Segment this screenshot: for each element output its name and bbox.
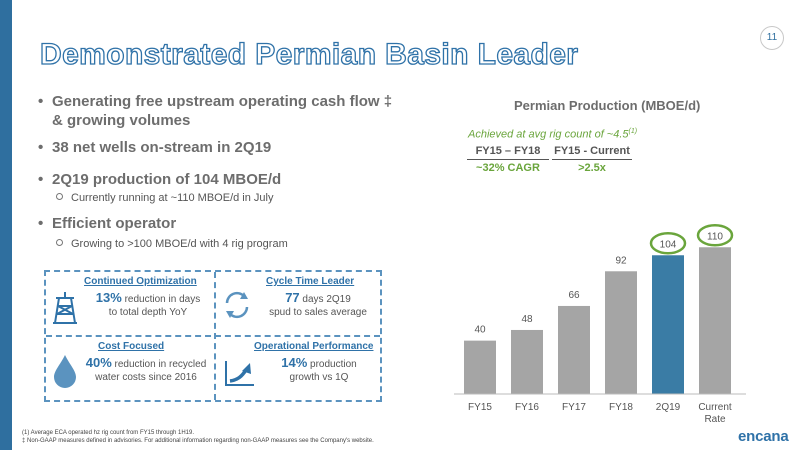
value-label-circle (649, 232, 687, 255)
divider (46, 335, 380, 337)
bullet-text: Generating free upstream operating cash … (52, 93, 393, 110)
bullet-item: • Generating free upstream operating cas… (38, 93, 393, 129)
cycle-arrows-icon (225, 291, 249, 319)
category-label: 2Q19 (656, 402, 681, 413)
highlight-body: 77 days 2Q19 spud to sales average (269, 290, 367, 318)
bullet-text-continued: & growing volumes (52, 112, 191, 129)
bullet-item: • 38 net wells on-stream in 2Q19 (38, 139, 272, 156)
water-drop-icon (54, 355, 76, 388)
bar-fy17 (558, 305, 590, 394)
bar-current-rate (699, 247, 731, 394)
bullet-text: 38 net wells on-stream in 2Q19 (52, 139, 272, 156)
bar-2q19 (652, 255, 684, 394)
highlight-cost: Cost Focused 40% reduction in recycled w… (46, 337, 212, 400)
footnote: (1) Average ECA operated hz rig count fr… (22, 430, 194, 436)
bar-fy16 (511, 329, 543, 394)
encana-logo: encana (738, 428, 789, 445)
bar-fy15 (464, 340, 496, 394)
page-number: 11 (760, 26, 784, 50)
value-label: 40 (474, 325, 486, 336)
sub-bullet: Currently running at ~110 MBOE/d in July (56, 192, 273, 204)
value-label: 66 (568, 290, 580, 301)
highlight-heading: Cycle Time Leader (266, 276, 355, 287)
growth-arrow-icon (225, 361, 254, 386)
value-label: 92 (615, 255, 627, 266)
highlights-box: Continued Optimization 13% reduction in … (44, 270, 382, 402)
bullet-text: 2Q19 production of 104 MBOE/d (52, 171, 282, 188)
value-label: 104 (660, 239, 677, 250)
highlight-body: 14% production growth vs 1Q (281, 355, 357, 383)
chart-annotation: Achieved at avg rig count of ~4.5(1) (468, 128, 638, 141)
bar-fy18 (605, 271, 637, 394)
chart-title: Permian Production (MBOE/d) (514, 98, 701, 113)
category-label: Current (698, 402, 732, 413)
page-title: Demonstrated Permian Basin Leader (39, 37, 579, 71)
growth-header: FY15 - Current (552, 145, 632, 160)
value-label-circle (696, 224, 734, 247)
value-label: 110 (707, 231, 723, 242)
bullet-text: Efficient operator (52, 215, 177, 232)
circle-bullet-icon (56, 193, 63, 200)
footnotes: (1) Average ECA operated hz rig count fr… (22, 429, 374, 445)
left-accent-bar (0, 0, 12, 450)
bullet-item: • 2Q19 production of 104 MBOE/d (38, 171, 282, 188)
highlight-operational: Operational Performance 14% production g… (216, 337, 382, 400)
sub-bullet: Growing to >100 MBOE/d with 4 rig progra… (56, 238, 288, 250)
category-label: FY17 (562, 402, 586, 413)
circle-bullet-icon (56, 239, 63, 246)
footnote: ‡ Non-GAAP measures defined in advisorie… (22, 438, 374, 444)
highlight-body: 40% reduction in recycled water costs si… (85, 355, 207, 383)
highlight-cycle: Cycle Time Leader 77 days 2Q19 spud to s… (216, 272, 382, 335)
value-label: 48 (521, 314, 533, 325)
bullet-item: • Efficient operator (38, 215, 177, 232)
divider (214, 272, 216, 400)
category-label: FY15 (468, 402, 492, 413)
highlight-heading: Operational Performance (254, 341, 374, 352)
highlight-body: 13% reduction in days to total depth YoY (95, 290, 201, 318)
highlight-heading: Cost Focused (98, 341, 165, 352)
highlight-optimization: Continued Optimization 13% reduction in … (46, 272, 212, 335)
category-label: Rate (704, 414, 726, 425)
drilling-rig-icon (53, 292, 77, 324)
growth-value: >2.5x (578, 162, 606, 174)
highlight-heading: Continued Optimization (84, 276, 197, 287)
category-label: FY16 (515, 402, 539, 413)
production-bar-chart: 40 FY15 48 FY16 66 FY17 92 FY18 104 2Q19 110 Curren… (454, 224, 746, 425)
growth-value: ~32% CAGR (476, 162, 540, 174)
growth-header: FY15 – FY18 (467, 145, 549, 160)
category-label: FY18 (609, 402, 633, 413)
